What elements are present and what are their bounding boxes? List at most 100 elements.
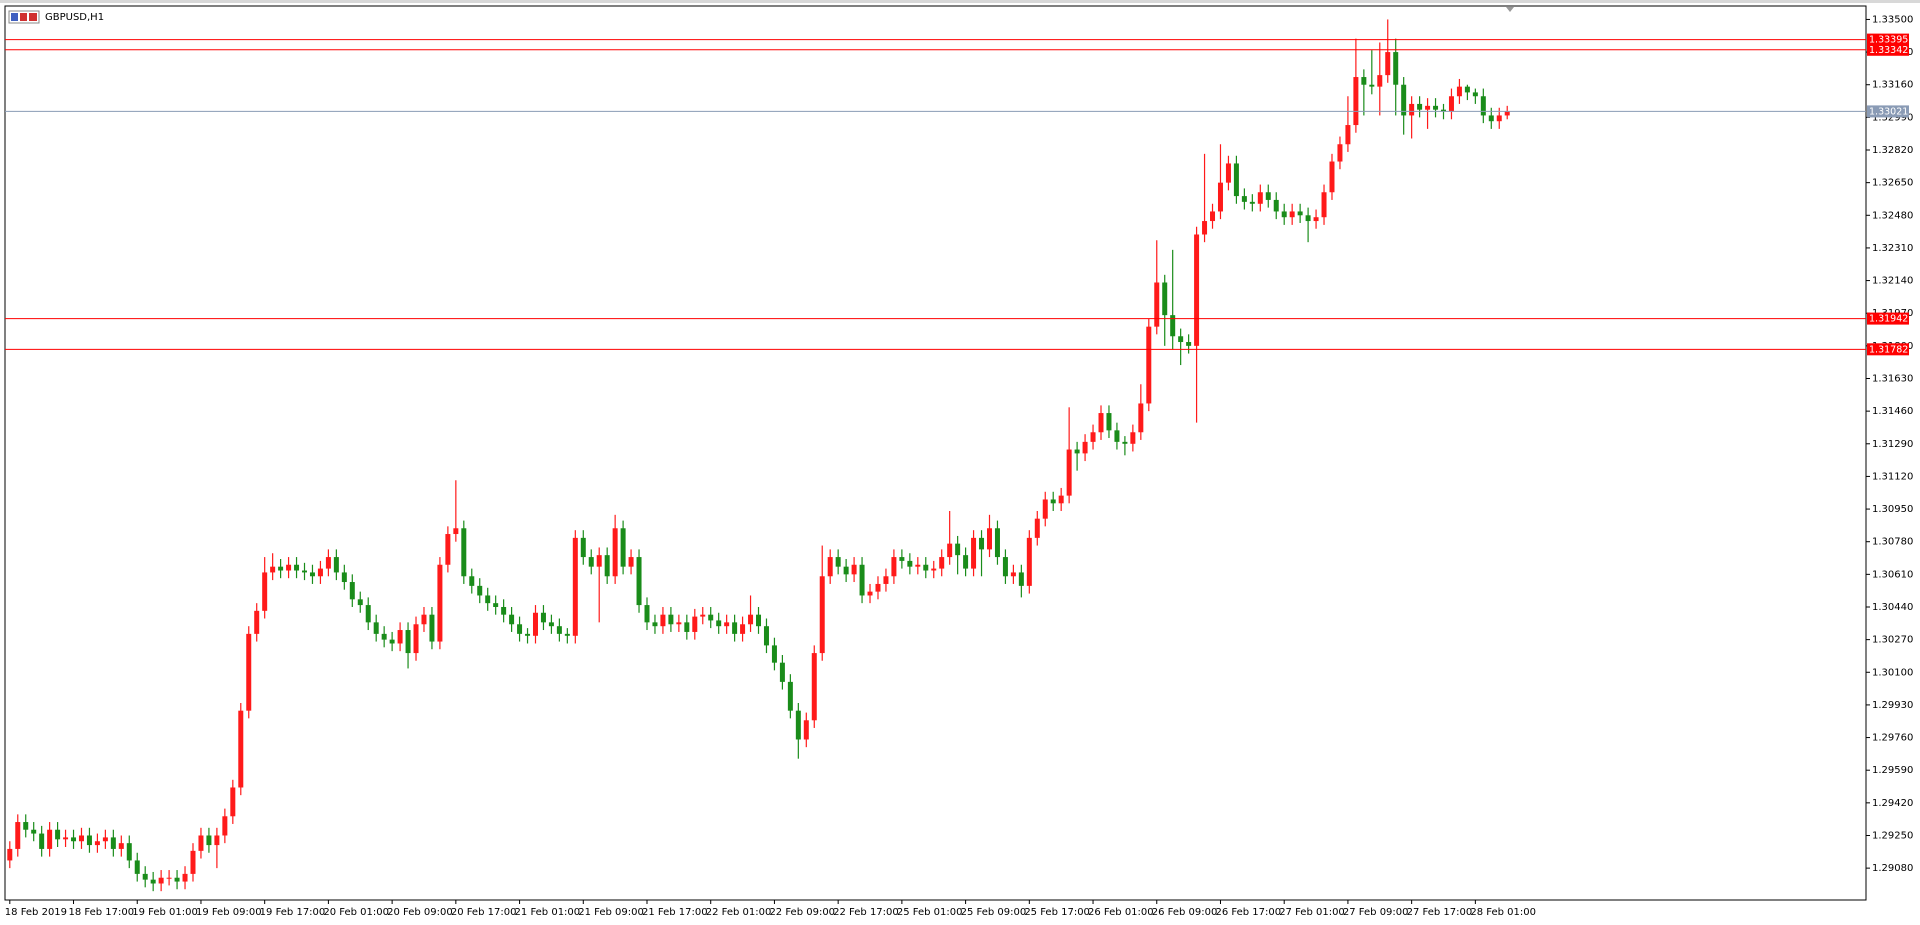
- candle-body: [1472, 92, 1478, 97]
- candle-body: [198, 835, 204, 851]
- candle-body: [875, 583, 881, 592]
- candle-body: [1225, 163, 1231, 183]
- candle-body: [787, 681, 793, 711]
- x-tick-label: 20 Feb 01:00: [323, 907, 389, 918]
- candle-body: [102, 837, 108, 842]
- y-tick-label: 1.33500: [1872, 14, 1913, 25]
- candle-body: [540, 612, 546, 623]
- candle-body: [1401, 84, 1407, 116]
- x-tick-label: 27 Feb 01:00: [1279, 907, 1345, 918]
- x-tick-label: 18 Feb 2019: [5, 907, 67, 918]
- level-tag: [1867, 312, 1909, 325]
- candle-body: [134, 860, 140, 874]
- symbol-icon: [8, 10, 40, 24]
- candle-body: [883, 576, 889, 584]
- candle-body: [779, 662, 785, 682]
- y-tick-label: 1.29590: [1872, 765, 1913, 776]
- candle-body: [1369, 84, 1375, 87]
- y-tick-label: 1.32990: [1872, 112, 1913, 123]
- candle-body: [1345, 125, 1351, 145]
- candle-body: [1456, 86, 1462, 97]
- candle-body: [1409, 103, 1415, 116]
- candle-body: [254, 610, 260, 634]
- candle-body: [1154, 282, 1160, 327]
- candle-body: [1122, 441, 1128, 444]
- candle-body: [278, 566, 284, 571]
- level-tag: [1867, 43, 1909, 56]
- candle-body: [1202, 221, 1208, 235]
- candle-body: [477, 585, 483, 596]
- candle-body: [150, 879, 156, 884]
- candle-body: [1448, 96, 1454, 112]
- candle-body: [620, 528, 626, 567]
- candle-body: [1106, 413, 1112, 431]
- candle-body: [915, 564, 921, 567]
- candle-body: [222, 816, 228, 836]
- candle-body: [1002, 557, 1008, 577]
- candle-body: [469, 576, 475, 586]
- candle-body: [596, 555, 602, 567]
- candle-body: [421, 614, 427, 625]
- level-tag-label: 1.31782: [1869, 344, 1908, 355]
- level-tag-label: 1.33021: [1869, 106, 1908, 117]
- candle-body: [63, 837, 69, 840]
- candle-body: [413, 624, 419, 654]
- y-tick-label: 1.32820: [1872, 145, 1913, 156]
- candle-body: [78, 835, 84, 842]
- candle-body: [230, 787, 236, 817]
- candle-body: [716, 620, 722, 627]
- candle-body: [931, 568, 937, 571]
- candle-body: [1194, 234, 1200, 346]
- x-tick-label: 25 Feb 17:00: [1024, 907, 1090, 918]
- candle-body: [1146, 326, 1152, 404]
- candle-body: [1018, 572, 1024, 586]
- candle-body: [580, 537, 586, 558]
- candle-body: [763, 626, 769, 646]
- candle-body: [756, 614, 762, 627]
- candle-body: [1496, 115, 1502, 122]
- candle-body: [899, 557, 905, 561]
- y-tick-label: 1.29420: [1872, 798, 1913, 809]
- candle-body: [429, 614, 435, 642]
- candle-body: [1241, 196, 1247, 202]
- x-tick-label: 20 Feb 09:00: [387, 907, 453, 918]
- candle-body: [819, 576, 825, 654]
- candle-body: [453, 528, 459, 535]
- candle-body: [676, 622, 682, 625]
- candle-body: [604, 555, 610, 577]
- candle-body: [907, 560, 913, 567]
- candle-body: [859, 564, 865, 596]
- y-tick-label: 1.29080: [1872, 863, 1913, 874]
- candle-body: [182, 873, 188, 882]
- candle-body: [532, 612, 538, 636]
- y-tick-label: 1.30440: [1872, 602, 1913, 613]
- x-tick-label: 19 Feb 09:00: [196, 907, 262, 918]
- candle-body: [827, 557, 833, 577]
- candle-body: [71, 837, 77, 842]
- candle-body: [262, 572, 268, 611]
- candle-body: [939, 557, 945, 569]
- candle-body: [86, 835, 92, 846]
- candle-body: [1464, 86, 1470, 93]
- y-tick-label: 1.30270: [1872, 635, 1913, 646]
- candle-body: [1329, 161, 1335, 193]
- candle-body: [1186, 342, 1192, 346]
- icon-part: [20, 13, 27, 21]
- candle-body: [803, 720, 809, 740]
- candle-body: [660, 614, 666, 627]
- candle-body: [740, 624, 746, 634]
- candle-body: [39, 833, 45, 849]
- candle-body: [963, 555, 969, 569]
- candle-body: [1034, 518, 1040, 538]
- candle-body: [628, 557, 634, 567]
- x-tick-label: 21 Feb 09:00: [578, 907, 644, 918]
- candle-body: [1090, 432, 1096, 442]
- candle-body: [548, 622, 554, 627]
- candle-body: [835, 557, 841, 567]
- candle-body: [23, 822, 29, 830]
- level-tag: [1867, 105, 1909, 118]
- level-tag: [1867, 343, 1909, 356]
- candle-body: [349, 582, 355, 600]
- y-tick-label: 1.30610: [1872, 569, 1913, 580]
